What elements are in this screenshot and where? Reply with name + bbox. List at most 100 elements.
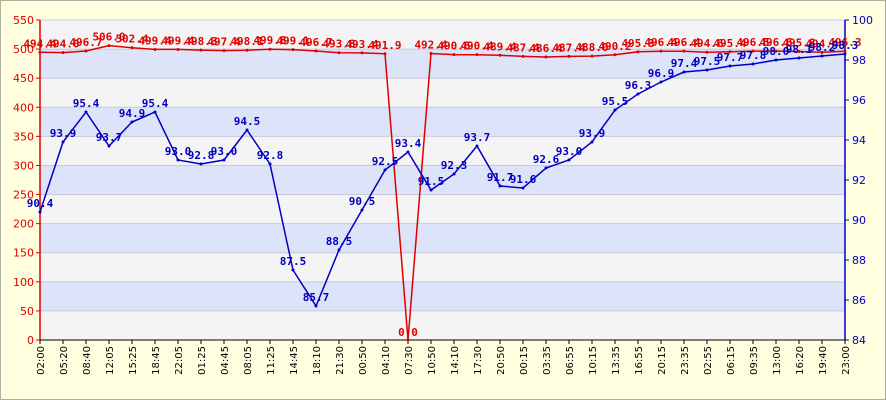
data-label-right: 93.0	[211, 145, 238, 158]
data-point-left	[705, 50, 709, 54]
data-point-right	[360, 208, 364, 212]
data-point-right	[567, 158, 571, 162]
x-tick-label: 10:15	[588, 346, 599, 375]
plot-band	[40, 165, 845, 195]
x-tick-label: 13:35	[611, 346, 622, 375]
x-tick-label: 14:45	[289, 346, 300, 375]
data-label-right: 93.7	[96, 131, 123, 144]
data-point-right	[613, 108, 617, 112]
data-label-right: 93.4	[395, 137, 422, 150]
right-axis-ticks: 84 86 88 90 92 94 96 98 100	[845, 14, 873, 347]
x-tick-label: 00:15	[519, 346, 530, 375]
data-point-right	[751, 62, 755, 66]
data-point-left	[659, 49, 663, 53]
plot-band	[40, 78, 845, 108]
data-point-right	[728, 64, 732, 68]
data-point-left	[636, 50, 640, 54]
x-tick-label: 14:10	[450, 346, 461, 375]
data-label-right: 98.3	[832, 39, 859, 52]
data-label-left: 487.4	[552, 41, 585, 54]
data-label-right: 90.5	[349, 195, 376, 208]
data-label-right: 95.4	[142, 97, 169, 110]
data-point-left	[521, 54, 525, 58]
data-label-left: 494.4	[23, 37, 56, 50]
plot-band	[40, 20, 845, 50]
right-tick-label: 90	[852, 214, 866, 227]
data-label-right: 85.7	[303, 291, 330, 304]
data-label-left: 495.3	[621, 37, 654, 50]
x-tick-label: 06:15	[726, 346, 737, 375]
data-label-left: 490.5	[437, 40, 470, 53]
data-point-right	[153, 110, 157, 114]
x-tick-label: 17:30	[473, 346, 484, 375]
data-point-left	[268, 47, 272, 51]
data-label-right: 97.7	[717, 51, 744, 64]
data-label-left: 497.4	[207, 36, 240, 49]
data-label-right: 92.6	[533, 153, 560, 166]
data-label-right: 93.9	[50, 127, 77, 140]
x-tick-label: 20:50	[496, 346, 507, 375]
left-tick-label: 200	[13, 218, 34, 231]
x-tick-label: 23:00	[841, 346, 852, 375]
plot-band	[40, 281, 845, 311]
data-label-right: 93.0	[556, 145, 583, 158]
x-tick-label: 18:45	[151, 346, 162, 375]
data-label-right: 95.5	[602, 95, 629, 108]
data-label-left: 495.4	[713, 37, 746, 50]
data-point-left	[843, 49, 847, 53]
data-point-right	[130, 120, 134, 124]
data-label-right: 94.9	[119, 107, 146, 120]
x-tick-label: 20:15	[657, 346, 668, 375]
data-point-right	[38, 210, 42, 214]
right-tick-label: 98	[852, 54, 866, 67]
x-tick-label: 04:10	[381, 346, 392, 375]
data-point-left	[429, 52, 433, 56]
data-point-left	[613, 53, 617, 57]
data-point-right	[659, 80, 663, 84]
data-label-right: 98.1	[786, 43, 813, 56]
x-tick-label: 12:05	[105, 346, 116, 375]
data-label-right: 98.0	[763, 45, 790, 58]
data-label-right: 92.8	[188, 149, 215, 162]
x-tick-label: 23:35	[680, 346, 691, 375]
left-tick-label: 450	[13, 72, 34, 85]
data-label-right: 92.5	[372, 155, 399, 168]
data-point-left	[498, 53, 502, 57]
data-point-left	[751, 49, 755, 53]
left-tick-label: 400	[13, 101, 34, 114]
x-tick-label: 03:35	[542, 346, 553, 375]
right-tick-label: 84	[852, 334, 866, 347]
data-point-right	[797, 56, 801, 60]
data-label-right: 92.8	[257, 149, 284, 162]
data-point-left	[222, 49, 226, 53]
x-tick-label: 15:25	[128, 346, 139, 375]
series-line-right	[39, 53, 846, 308]
data-label-left: 496.6	[759, 36, 792, 49]
data-label-right: 91.6	[510, 173, 537, 186]
data-point-left	[475, 53, 479, 57]
data-point-right	[245, 128, 249, 132]
data-label-left: 496.7	[69, 36, 102, 49]
x-tick-label: 06:55	[565, 346, 576, 375]
x-tick-label: 00:50	[358, 346, 369, 375]
data-point-left	[406, 338, 410, 342]
x-tick-label: 16:20	[795, 346, 806, 375]
data-label-left: 493.4	[345, 38, 378, 51]
data-point-right	[682, 70, 686, 74]
data-label-right: 93.9	[579, 127, 606, 140]
x-tick-label: 07:30	[404, 346, 415, 375]
data-label-left: 486.4	[529, 42, 562, 55]
data-label-left: 491.9	[368, 39, 401, 52]
data-point-left	[728, 50, 732, 54]
data-point-right	[636, 92, 640, 96]
data-point-right	[475, 144, 479, 148]
data-label-right: 96.3	[625, 79, 652, 92]
data-label-left: 498.1	[230, 35, 263, 48]
data-point-left	[360, 51, 364, 55]
data-label-right: 91.7	[487, 171, 514, 184]
plot-band	[40, 194, 845, 224]
data-label-left: 494.6	[690, 37, 723, 50]
data-point-left	[130, 46, 134, 50]
data-label-left: 496.4	[644, 36, 677, 49]
x-tick-label: 16:55	[634, 346, 645, 375]
